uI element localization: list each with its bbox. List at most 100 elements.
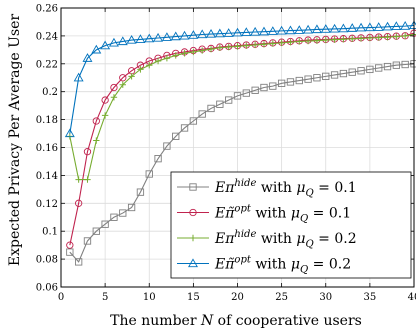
data-point	[82, 53, 93, 62]
data-point	[154, 155, 162, 163]
data-point	[311, 24, 322, 34]
data-point	[258, 26, 269, 36]
data-point	[242, 89, 250, 97]
data-point	[83, 237, 92, 245]
data-point	[233, 92, 242, 100]
data-point	[303, 24, 314, 34]
data-point	[278, 39, 285, 47]
y-tick-label: 0.14	[36, 171, 58, 182]
series-1	[66, 60, 416, 266]
data-point	[190, 48, 197, 56]
y-tick-label: 0.16	[36, 143, 58, 154]
data-point	[161, 32, 172, 41]
data-point	[92, 117, 100, 125]
x-axis-label-prefix: The number	[110, 313, 201, 329]
legend-label: Eπ̃opt with μQ = 0.2	[214, 255, 351, 276]
legend-label: Eπ̃opt with μQ = 0.1	[214, 204, 351, 225]
data-point	[188, 30, 199, 39]
data-point	[92, 227, 100, 235]
y-tick-label: 0.26	[36, 4, 58, 15]
data-point	[207, 104, 215, 113]
data-point	[251, 41, 259, 49]
data-point	[119, 81, 126, 88]
data-point	[73, 72, 84, 82]
data-point	[119, 74, 127, 82]
legend-box	[170, 171, 412, 279]
data-point	[181, 50, 188, 57]
data-point	[375, 64, 383, 72]
data-point	[179, 30, 190, 40]
data-point	[357, 67, 365, 75]
y-tick-label: 0.24	[36, 31, 58, 42]
data-point	[163, 142, 171, 150]
series-layer	[64, 20, 416, 266]
data-point	[296, 38, 303, 45]
legend-label: Eπhide with μQ = 0.1	[214, 178, 357, 199]
data-point	[216, 100, 224, 108]
data-point	[269, 40, 276, 47]
y-axis-label: Expected Privacy Per Average User	[7, 14, 23, 267]
data-point	[101, 112, 109, 119]
data-point	[269, 82, 277, 90]
legend-item-1: Eπhide with μQ = 0.1	[177, 178, 357, 199]
data-point	[392, 61, 400, 69]
data-point	[382, 21, 393, 31]
data-point	[214, 28, 225, 38]
data-point	[330, 71, 339, 79]
data-point	[216, 44, 224, 51]
data-point	[84, 176, 91, 183]
data-point	[225, 43, 232, 51]
data-point	[294, 25, 305, 34]
x-tick-label: 5	[102, 292, 108, 303]
data-point	[267, 26, 278, 35]
data-point	[163, 55, 171, 62]
data-point	[401, 60, 409, 69]
data-point	[199, 47, 206, 54]
data-point	[400, 21, 411, 30]
series-line	[69, 24, 415, 134]
data-point	[128, 73, 135, 80]
data-point	[241, 27, 252, 37]
x-tick-label: 0	[58, 292, 64, 303]
data-point	[357, 35, 365, 42]
x-axis-label-var: N	[200, 313, 214, 329]
data-point	[197, 29, 208, 39]
x-tick-label: 35	[364, 292, 377, 303]
data-point	[347, 23, 358, 32]
data-point	[75, 199, 83, 207]
data-point	[172, 132, 180, 140]
data-point	[189, 117, 198, 125]
data-point	[260, 41, 268, 48]
legend-marker	[189, 234, 197, 242]
y-tick-label: 0.2	[42, 87, 58, 98]
data-point	[313, 37, 321, 44]
data-point	[110, 94, 118, 101]
series-line	[69, 33, 415, 181]
data-point	[338, 23, 349, 33]
data-point	[232, 27, 243, 37]
data-point	[364, 22, 375, 32]
data-point	[225, 96, 233, 104]
data-point	[329, 23, 340, 33]
data-point	[276, 25, 287, 35]
data-point	[93, 137, 100, 144]
legend-item-2: Eπ̃opt with μQ = 0.1	[177, 204, 351, 225]
data-point	[117, 36, 128, 46]
series-3	[66, 31, 416, 183]
data-point	[100, 40, 111, 50]
data-point	[243, 42, 250, 49]
data-point	[304, 37, 312, 45]
data-point	[373, 22, 384, 31]
x-tick-label: 30	[319, 292, 332, 303]
data-point	[180, 124, 189, 132]
data-point	[277, 79, 286, 87]
y-tick-label: 0.1	[42, 227, 58, 238]
data-point	[320, 24, 331, 33]
y-tick-label: 0.06	[36, 283, 58, 294]
legend-marker	[189, 183, 197, 191]
data-point	[349, 35, 356, 43]
data-point	[393, 33, 400, 40]
data-point	[126, 34, 137, 44]
legend-marker	[189, 208, 197, 217]
data-point	[172, 52, 179, 59]
